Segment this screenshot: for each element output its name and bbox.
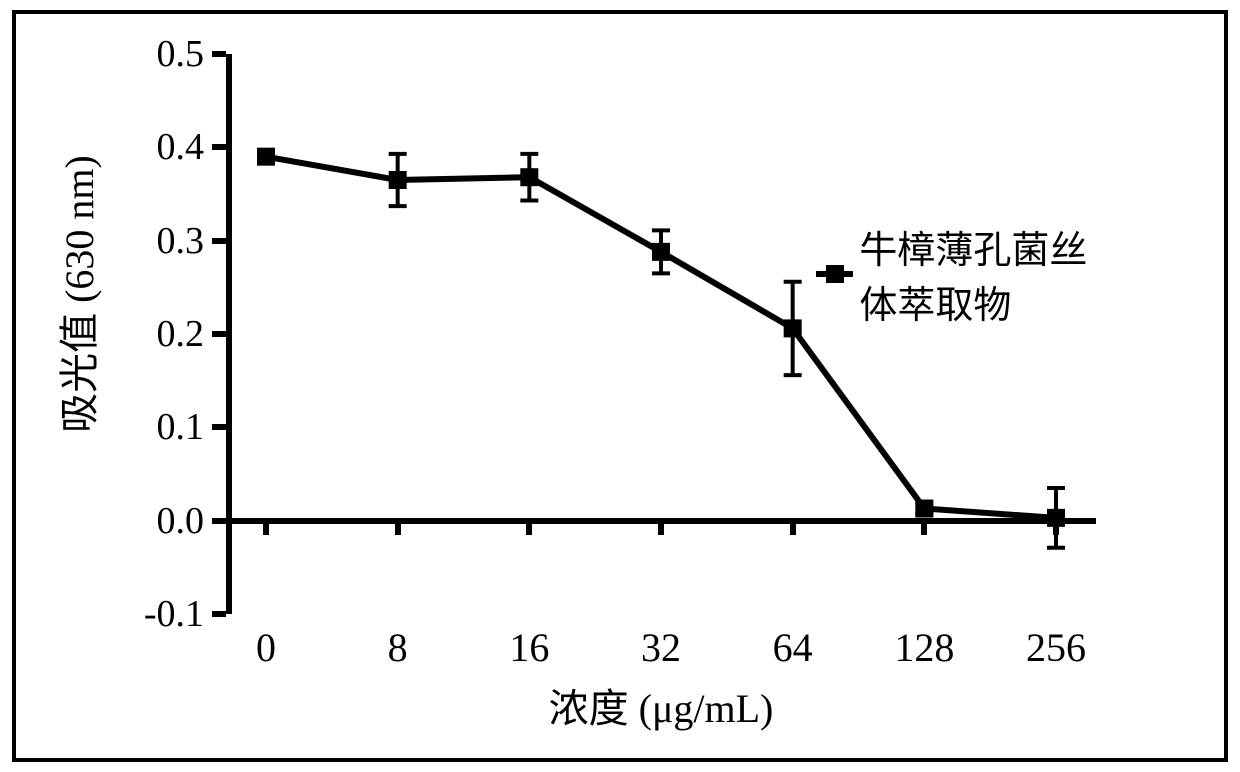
legend-label: 牛樟薄孔菌丝体萃取物 bbox=[859, 219, 1096, 329]
y-tick-label: -0.1 bbox=[104, 592, 204, 636]
x-tick-label: 0 bbox=[256, 624, 276, 671]
series-line bbox=[266, 157, 1056, 518]
legend-marker-icon bbox=[826, 265, 844, 283]
series-marker bbox=[257, 148, 275, 166]
y-tick-label: 0.3 bbox=[104, 219, 204, 263]
x-tick-label: 128 bbox=[894, 624, 954, 671]
y-tick bbox=[212, 144, 226, 150]
series-marker bbox=[652, 243, 670, 261]
y-tick-label: 0.2 bbox=[104, 312, 204, 356]
series-marker bbox=[784, 319, 802, 337]
y-tick-label: 0.4 bbox=[104, 125, 204, 169]
x-tick-label: 64 bbox=[773, 624, 813, 671]
x-tick-label: 32 bbox=[641, 624, 681, 671]
y-tick bbox=[212, 51, 226, 57]
y-tick-label: 0.1 bbox=[104, 405, 204, 449]
legend: 牛樟薄孔菌丝体萃取物 bbox=[816, 219, 1096, 329]
y-tick bbox=[212, 424, 226, 430]
series-marker bbox=[389, 171, 407, 189]
y-tick bbox=[212, 331, 226, 337]
x-axis-title: 浓度 (μg/mL) bbox=[549, 676, 774, 734]
plot-area: -0.10.00.10.20.30.40.5 08163264128256 牛樟… bbox=[226, 54, 1096, 614]
y-axis-title: 吸光值 (630 nm) bbox=[47, 155, 105, 433]
y-tick-label: 0.5 bbox=[104, 32, 204, 76]
y-tick bbox=[212, 238, 226, 244]
series-marker bbox=[520, 168, 538, 186]
y-tick-label: 0.0 bbox=[104, 499, 204, 543]
series-layer bbox=[226, 54, 1096, 614]
series-marker bbox=[915, 500, 933, 518]
x-tick-label: 16 bbox=[509, 624, 549, 671]
series-marker bbox=[1047, 509, 1065, 527]
y-tick bbox=[212, 611, 226, 617]
legend-line-sample bbox=[816, 271, 853, 277]
chart-frame: -0.1 0.0 0.1 0.2 0.3 0.4 0.5 0 8 16 32 64 128 256 牛樟… bbox=[12, 10, 1228, 762]
y-tick bbox=[212, 518, 226, 524]
x-tick-label: 8 bbox=[388, 624, 408, 671]
x-tick-label: 256 bbox=[1026, 624, 1086, 671]
